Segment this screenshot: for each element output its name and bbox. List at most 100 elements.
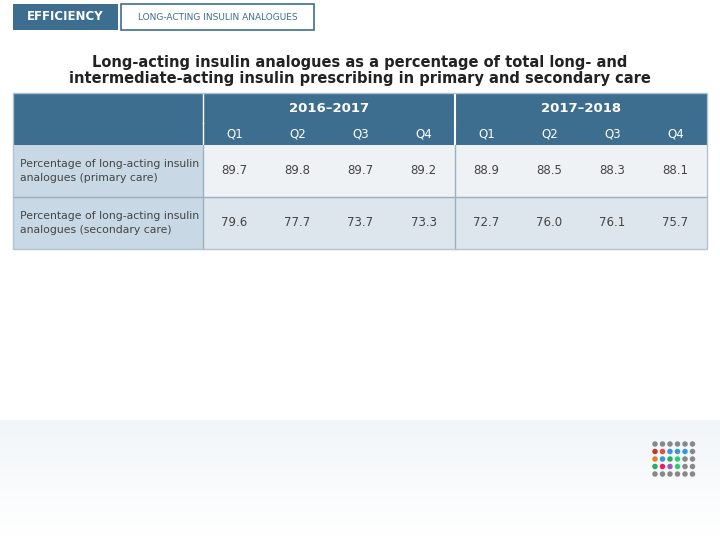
Bar <box>0 511 720 512</box>
Text: 79.6: 79.6 <box>221 217 248 230</box>
Circle shape <box>675 441 680 447</box>
Bar <box>0 486 720 487</box>
Bar <box>0 458 720 459</box>
Bar <box>0 455 720 456</box>
Bar <box>0 535 720 536</box>
Bar <box>0 460 720 461</box>
Bar <box>0 503 720 504</box>
Bar <box>0 472 720 473</box>
Bar <box>0 482 720 483</box>
Bar <box>0 516 720 517</box>
Circle shape <box>690 449 696 454</box>
Bar <box>0 466 720 467</box>
Bar <box>0 483 720 484</box>
Bar <box>0 517 720 518</box>
Bar <box>0 481 720 482</box>
Text: 72.7: 72.7 <box>473 217 500 230</box>
Circle shape <box>675 471 680 477</box>
Text: EFFICIENCY: EFFICIENCY <box>27 10 104 24</box>
Text: 76.1: 76.1 <box>599 217 626 230</box>
Text: 89.7: 89.7 <box>222 165 248 178</box>
Bar <box>0 502 720 503</box>
Bar <box>0 473 720 474</box>
Bar <box>0 515 720 516</box>
Bar <box>0 489 720 490</box>
Bar <box>0 539 720 540</box>
Bar <box>0 504 720 505</box>
Bar <box>13 197 707 249</box>
Bar <box>0 497 720 498</box>
Bar <box>0 500 720 501</box>
Bar <box>0 501 720 502</box>
Bar <box>0 499 720 500</box>
Bar <box>0 512 720 513</box>
Bar <box>0 445 720 446</box>
Bar <box>0 430 720 431</box>
Bar <box>0 427 720 428</box>
Bar <box>0 484 720 485</box>
Bar <box>0 433 720 434</box>
Circle shape <box>683 441 688 447</box>
Bar <box>0 462 720 463</box>
Bar <box>0 493 720 494</box>
Text: 89.8: 89.8 <box>284 165 310 178</box>
Circle shape <box>652 471 658 477</box>
Bar <box>0 434 720 435</box>
Circle shape <box>660 471 665 477</box>
Bar <box>0 470 720 471</box>
Bar <box>0 437 720 438</box>
Bar <box>0 475 720 476</box>
Bar <box>0 459 720 460</box>
Text: LONG-ACTING INSULIN ANALOGUES: LONG-ACTING INSULIN ANALOGUES <box>138 12 297 22</box>
Bar <box>0 506 720 507</box>
Text: 88.3: 88.3 <box>600 165 626 178</box>
Bar <box>0 491 720 492</box>
Bar <box>0 518 720 519</box>
Circle shape <box>683 456 688 462</box>
Circle shape <box>652 464 658 469</box>
Bar <box>0 454 720 455</box>
Text: Q2: Q2 <box>541 127 558 140</box>
Circle shape <box>667 441 672 447</box>
Circle shape <box>660 464 665 469</box>
Bar <box>0 538 720 539</box>
Bar <box>0 520 720 521</box>
Circle shape <box>667 471 672 477</box>
Bar <box>0 510 720 511</box>
Bar <box>0 536 720 537</box>
Bar <box>13 4 118 30</box>
Circle shape <box>690 471 696 477</box>
Circle shape <box>667 449 672 454</box>
Bar <box>0 420 720 421</box>
Bar <box>0 514 720 515</box>
Bar <box>13 93 707 123</box>
Bar <box>0 532 720 533</box>
Circle shape <box>667 456 672 462</box>
Text: 73.3: 73.3 <box>410 217 436 230</box>
Bar <box>0 496 720 497</box>
Circle shape <box>675 456 680 462</box>
Bar <box>0 467 720 468</box>
Bar <box>0 452 720 453</box>
Bar <box>0 525 720 526</box>
Bar <box>13 123 707 145</box>
Bar <box>0 421 720 422</box>
Circle shape <box>675 464 680 469</box>
Circle shape <box>660 441 665 447</box>
Bar <box>0 443 720 444</box>
Circle shape <box>675 449 680 454</box>
Bar <box>0 425 720 426</box>
Bar <box>0 463 720 464</box>
Bar <box>0 527 720 528</box>
Circle shape <box>652 456 658 462</box>
Bar <box>0 424 720 425</box>
Circle shape <box>652 449 658 454</box>
Bar <box>0 531 720 532</box>
Text: Q4: Q4 <box>415 127 432 140</box>
Bar <box>13 145 707 197</box>
Circle shape <box>690 464 696 469</box>
Text: 88.1: 88.1 <box>662 165 688 178</box>
Bar <box>0 477 720 478</box>
Text: Long-acting insulin analogues as a percentage of total long- and: Long-acting insulin analogues as a perce… <box>92 55 628 70</box>
Bar <box>0 438 720 439</box>
